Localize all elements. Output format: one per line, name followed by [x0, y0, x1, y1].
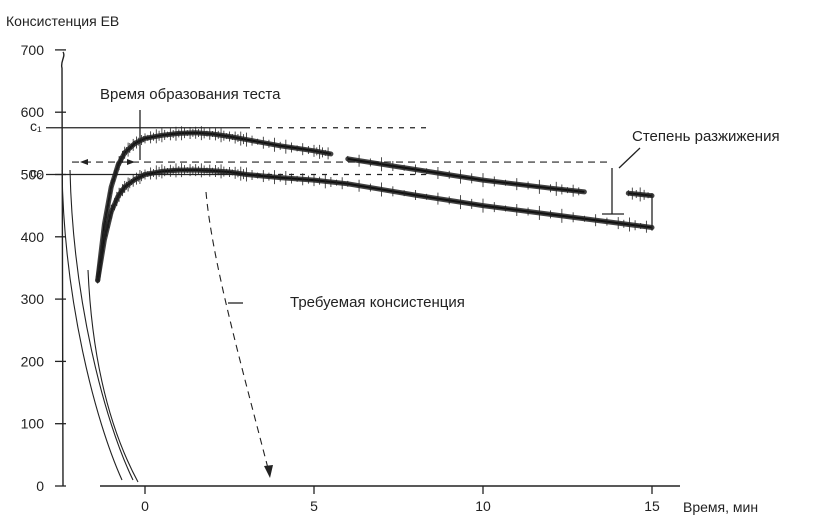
x-tick-label-0: 0 — [141, 498, 149, 514]
series-0-band — [95, 130, 334, 283]
development-time-label: Время образования теста — [100, 86, 281, 103]
y-tick-label-0: 0 — [36, 478, 44, 494]
recorder-arc-zero — [87, 269, 139, 483]
required-consistency-guide — [205, 191, 271, 477]
x-tick-label-5: 5 — [310, 498, 318, 514]
x-tick-label-10: 10 — [475, 498, 491, 514]
y-tick-label-200: 200 — [21, 353, 45, 369]
y-axis-title: Консистенция ЕВ — [6, 13, 119, 29]
chart-marks: 0 100 200 300 400 500 600 700 0 5 10 15 c₁ c₂ — [21, 42, 660, 514]
y-mark-label-0: c₁ — [30, 118, 42, 134]
chart-labels: Консистенция ЕВ Время, мин Время образов… — [6, 13, 780, 515]
y-mark-label-1: c₂ — [30, 165, 42, 181]
y-tick-label-500: 500 — [21, 167, 45, 183]
y-axis-line — [60, 51, 65, 487]
guide-arrowhead — [264, 465, 273, 478]
series-3-band — [95, 167, 655, 283]
dimension-arrow-right — [127, 159, 135, 166]
y-tick-label-600: 600 — [21, 104, 45, 120]
y-tick-label-400: 400 — [21, 229, 45, 245]
y-tick-label-100: 100 — [21, 416, 45, 432]
series-0-line — [96, 131, 332, 281]
recorder-arc-outer — [61, 169, 123, 481]
dimension-arrow-left — [80, 159, 88, 166]
chart-guides — [46, 49, 680, 494]
dilution-degree-label: Степень разжижения — [632, 128, 780, 145]
y-tick-label-300: 300 — [21, 291, 45, 307]
y-tick-label-700: 700 — [21, 42, 45, 58]
required-consistency-label: Требуемая консистенция — [290, 294, 465, 311]
recorder-arc-inner — [69, 169, 134, 481]
x-axis-title: Время, мин — [683, 499, 758, 515]
x-tick-label-15: 15 — [644, 498, 660, 514]
dilution-leader — [618, 147, 641, 169]
